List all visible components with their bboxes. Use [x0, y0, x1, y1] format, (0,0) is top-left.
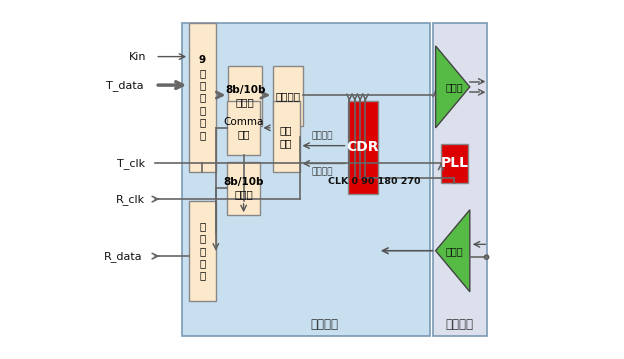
Text: 恢复时钟: 恢复时钟 [312, 168, 333, 177]
Text: 数字模块: 数字模块 [311, 318, 338, 331]
Text: 8b/10b
解码器: 8b/10b 解码器 [223, 177, 264, 200]
Text: CLK 0 90 180 270: CLK 0 90 180 270 [328, 177, 421, 186]
Text: R_clk: R_clk [116, 194, 145, 205]
Text: 输
出
寄
存
器: 输 出 寄 存 器 [199, 221, 205, 280]
Text: CDR: CDR [346, 140, 379, 154]
Text: T_clk: T_clk [117, 158, 145, 169]
FancyBboxPatch shape [433, 23, 487, 336]
Text: PLL: PLL [441, 157, 468, 171]
FancyBboxPatch shape [348, 101, 378, 194]
Text: 接收器: 接收器 [446, 246, 463, 256]
FancyBboxPatch shape [228, 65, 262, 126]
Text: 并串转换: 并串转换 [275, 91, 300, 101]
FancyBboxPatch shape [189, 201, 216, 300]
FancyBboxPatch shape [227, 101, 260, 155]
Text: 8b/10b
编码器: 8b/10b 编码器 [225, 85, 265, 107]
FancyBboxPatch shape [273, 65, 303, 126]
FancyBboxPatch shape [441, 144, 467, 183]
Text: 发送器: 发送器 [446, 82, 463, 92]
Text: 模拟模块: 模拟模块 [446, 318, 474, 331]
Text: Kin: Kin [129, 52, 147, 62]
FancyBboxPatch shape [182, 23, 429, 336]
FancyBboxPatch shape [189, 23, 216, 172]
FancyBboxPatch shape [227, 162, 260, 215]
Text: R_data: R_data [104, 251, 142, 262]
Text: T_data: T_data [106, 80, 144, 90]
Polygon shape [436, 210, 470, 292]
Polygon shape [436, 46, 470, 128]
Text: 9
位
输
入
寄
存
器: 9 位 输 入 寄 存 器 [199, 55, 206, 140]
Text: 串并
转换: 串并 转换 [280, 126, 293, 148]
FancyBboxPatch shape [273, 101, 300, 172]
Text: Comma
检测: Comma 检测 [223, 117, 263, 139]
Text: 重定时数: 重定时数 [312, 131, 333, 140]
